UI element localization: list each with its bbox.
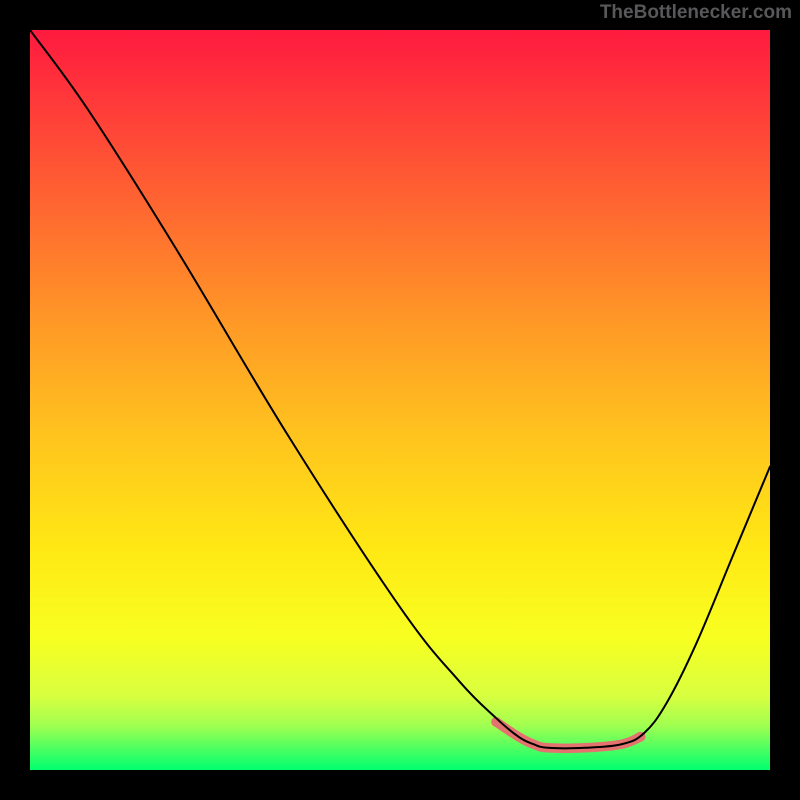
chart-background [30,30,770,770]
chart-svg [30,30,770,770]
bottleneck-chart [30,30,770,770]
attribution-text: TheBottlenecker.com [600,2,792,24]
